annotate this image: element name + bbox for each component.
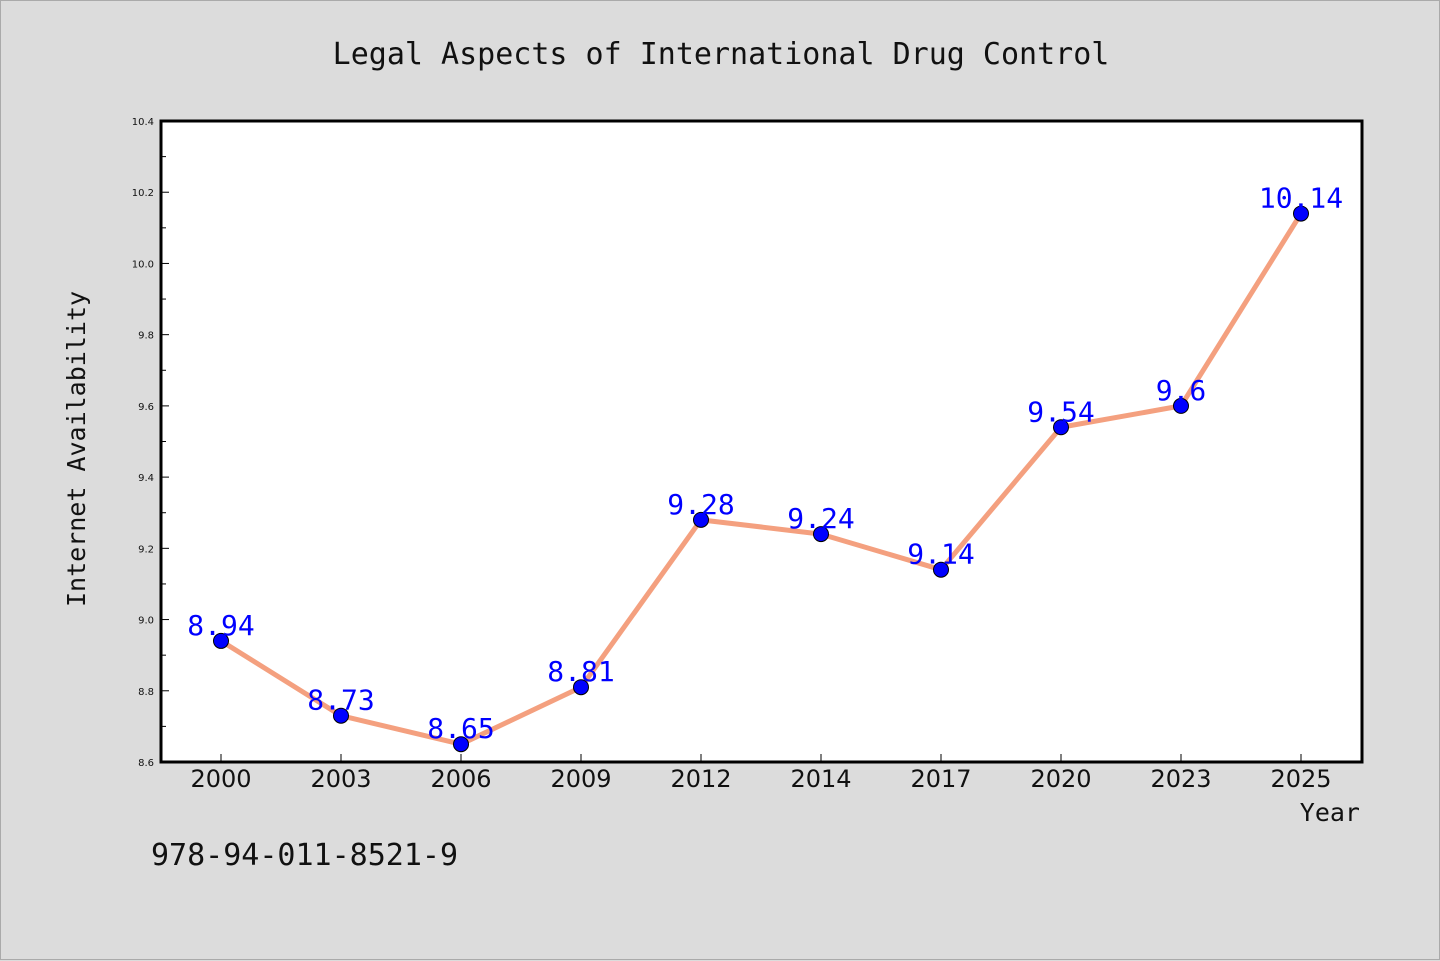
x-tick-label: 2020 [1030, 765, 1091, 793]
series-1: 8.94 8.73 8.65 8.81 9.28 9.24 9.14 9.54 9.6 10.14 [187, 182, 1343, 753]
data-point [1053, 419, 1069, 436]
x-tick-label: 2025 [1270, 765, 1331, 793]
x-tick-label: 2006 [430, 765, 491, 793]
y-tick-label: 10.0 [132, 259, 154, 270]
data-point [213, 632, 229, 649]
data-point [453, 736, 469, 753]
data-label: 10.14 [1259, 182, 1343, 215]
data-point [813, 526, 829, 543]
y-tick-label: 9.6 [138, 402, 154, 413]
data-point [1173, 397, 1189, 414]
x-axis-label: Year [1300, 798, 1360, 827]
y-tick-label: 10.2 [132, 188, 154, 199]
plot-area [159, 119, 1364, 764]
y-axis-ticks: 8.6 8.8 9.0 9.2 9.4 9.6 9.8 10.0 10.2 10.4 [132, 117, 169, 769]
x-tick-label: 2012 [670, 765, 731, 793]
data-label: 9.54 [1027, 395, 1094, 428]
data-point [693, 511, 709, 528]
footer-isbn: 978-94-011-8521-9 [151, 838, 458, 873]
data-point [1293, 205, 1309, 222]
series-line [218, 211, 1304, 747]
data-label: 9.6 [1156, 374, 1207, 407]
x-tick-label: 2014 [790, 765, 851, 793]
y-tick-label: 10.4 [132, 117, 154, 128]
y-tick-label: 9.4 [138, 473, 154, 484]
x-tick-label: 2003 [310, 765, 371, 793]
x-tick-label: 2009 [550, 765, 611, 793]
y-tick-label: 9.2 [138, 544, 154, 555]
y-axis-label: Internet Availability [62, 291, 91, 607]
x-axis-ticks: 2000 2003 2006 2009 2012 2014 2017 2020 2023 2025 [190, 754, 1332, 793]
data-label: 9.28 [667, 488, 734, 521]
data-label: 8.73 [307, 684, 374, 717]
x-tick-label: 2017 [910, 765, 971, 793]
chart-title: Legal Aspects of International Drug Cont… [333, 37, 1110, 72]
y-tick-label: 9.0 [138, 616, 154, 627]
data-label: 8.81 [547, 655, 614, 688]
data-point [333, 707, 349, 724]
data-point [933, 561, 949, 578]
data-label: 9.14 [907, 538, 974, 571]
data-label: 8.65 [427, 712, 494, 745]
y-tick-label: 8.8 [138, 687, 154, 698]
data-label: 8.94 [187, 609, 254, 642]
y-tick-label: 8.6 [138, 758, 154, 769]
x-tick-label: 2000 [190, 765, 251, 793]
y-tick-label: 9.8 [138, 331, 154, 342]
data-label: 9.24 [787, 502, 854, 535]
data-point [573, 679, 589, 696]
x-tick-label: 2023 [1150, 765, 1211, 793]
